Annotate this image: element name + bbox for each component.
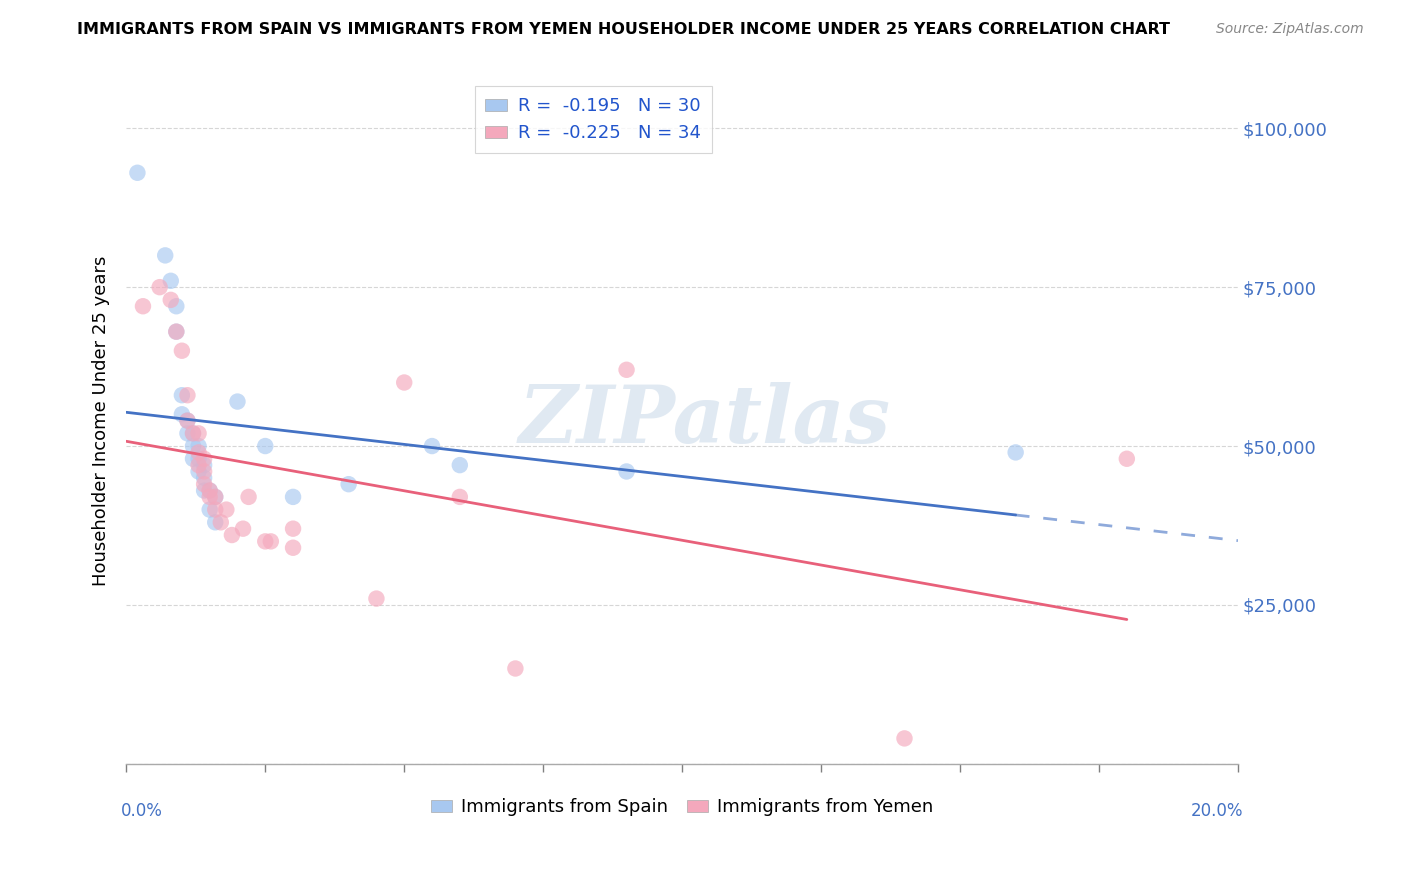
Point — [149, 280, 172, 294]
Point — [181, 426, 204, 441]
Point — [159, 293, 181, 307]
Point — [204, 516, 226, 530]
Point — [260, 534, 283, 549]
Point — [226, 394, 249, 409]
Point — [165, 299, 187, 313]
Point — [176, 426, 198, 441]
Point — [165, 325, 187, 339]
Point — [187, 451, 209, 466]
Point — [155, 248, 177, 262]
Point — [181, 439, 204, 453]
Point — [181, 451, 204, 466]
Point — [198, 490, 221, 504]
Point — [221, 528, 243, 542]
Point — [187, 445, 209, 459]
Point — [215, 502, 238, 516]
Point — [616, 465, 638, 479]
Point — [232, 522, 254, 536]
Point — [132, 299, 155, 313]
Point — [193, 471, 215, 485]
Point — [893, 731, 915, 746]
Point — [193, 458, 215, 472]
Point — [176, 414, 198, 428]
Point — [204, 502, 226, 516]
Point — [165, 325, 187, 339]
Point — [254, 534, 277, 549]
Point — [193, 465, 215, 479]
Point — [238, 490, 260, 504]
Legend: Immigrants from Spain, Immigrants from Yemen: Immigrants from Spain, Immigrants from Y… — [423, 791, 941, 823]
Point — [170, 407, 193, 421]
Point — [187, 458, 209, 472]
Point — [449, 490, 471, 504]
Point — [449, 458, 471, 472]
Point — [198, 483, 221, 498]
Point — [176, 388, 198, 402]
Point — [170, 388, 193, 402]
Point — [337, 477, 360, 491]
Point — [193, 451, 215, 466]
Point — [193, 477, 215, 491]
Point — [181, 426, 204, 441]
Text: 0.0%: 0.0% — [121, 802, 163, 820]
Point — [170, 343, 193, 358]
Point — [209, 516, 232, 530]
Point — [187, 465, 209, 479]
Point — [204, 490, 226, 504]
Point — [187, 439, 209, 453]
Point — [198, 502, 221, 516]
Point — [187, 426, 209, 441]
Point — [281, 490, 304, 504]
Point — [616, 363, 638, 377]
Point — [1004, 445, 1026, 459]
Point — [281, 541, 304, 555]
Point — [420, 439, 443, 453]
Point — [394, 376, 416, 390]
Text: Source: ZipAtlas.com: Source: ZipAtlas.com — [1216, 22, 1364, 37]
Point — [204, 490, 226, 504]
Point — [281, 522, 304, 536]
Point — [159, 274, 181, 288]
Point — [176, 414, 198, 428]
Text: IMMIGRANTS FROM SPAIN VS IMMIGRANTS FROM YEMEN HOUSEHOLDER INCOME UNDER 25 YEARS: IMMIGRANTS FROM SPAIN VS IMMIGRANTS FROM… — [77, 22, 1170, 37]
Point — [505, 661, 527, 675]
Point — [193, 483, 215, 498]
Point — [1115, 451, 1137, 466]
Point — [127, 166, 149, 180]
Point — [198, 483, 221, 498]
Point — [366, 591, 388, 606]
Y-axis label: Householder Income Under 25 years: Householder Income Under 25 years — [93, 255, 110, 586]
Text: 20.0%: 20.0% — [1191, 802, 1243, 820]
Text: ZIPatlas: ZIPatlas — [519, 382, 890, 459]
Point — [254, 439, 277, 453]
